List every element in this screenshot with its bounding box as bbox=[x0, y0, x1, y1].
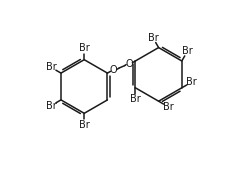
Text: Br: Br bbox=[46, 101, 57, 111]
Text: O: O bbox=[125, 59, 133, 69]
Text: O: O bbox=[110, 65, 117, 75]
Text: Br: Br bbox=[186, 77, 197, 87]
Text: Br: Br bbox=[182, 46, 193, 56]
Text: Br: Br bbox=[163, 102, 174, 112]
Text: Br: Br bbox=[148, 33, 158, 43]
Text: Br: Br bbox=[130, 94, 141, 104]
Text: Br: Br bbox=[46, 62, 57, 72]
Text: Br: Br bbox=[79, 120, 90, 130]
Text: Br: Br bbox=[79, 43, 90, 53]
